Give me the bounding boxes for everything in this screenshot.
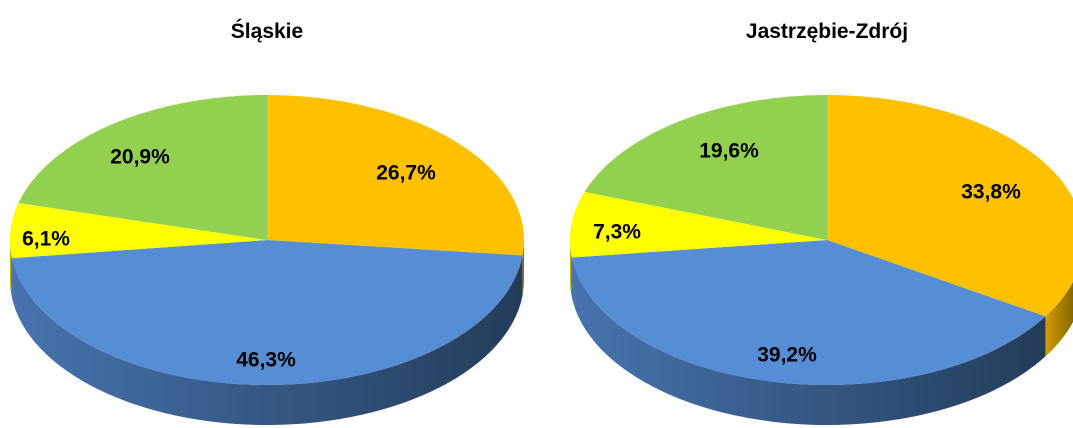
chart-title: Śląskie	[231, 19, 303, 43]
pie-slice-side	[10, 240, 13, 299]
pie-slice	[584, 95, 827, 240]
slice-data-label: 6,1%	[22, 228, 70, 251]
pie-top	[570, 95, 1073, 385]
pie-slice-side	[12, 255, 523, 425]
pie-top	[9, 94, 524, 385]
pie-sides	[570, 240, 1073, 426]
pie-slice-side	[570, 240, 572, 298]
slice-data-label: 33,8%	[961, 181, 1021, 204]
pie-slice-side	[1045, 281, 1073, 357]
pie-slice	[570, 191, 827, 258]
pie-slice	[267, 95, 524, 256]
pie-sides	[10, 240, 524, 425]
pie-slice	[18, 94, 267, 240]
chart-slaskie: Śląskie 26,7% 46,3% 6,1% 20,9%	[9, 19, 524, 425]
pie-slice	[9, 203, 267, 259]
chart-title: Jastrzębie-Zdrój	[746, 20, 908, 43]
chart-jastrzebie-zdroj: Jastrzębie-Zdrój 33,8% 39,2% 7,3% 19,6%	[570, 20, 1073, 426]
slice-data-label: 7,3%	[593, 221, 641, 244]
pie-slice	[571, 240, 1046, 385]
slice-data-label: 26,7%	[376, 162, 436, 185]
pie-slice	[827, 95, 1073, 317]
pie-slice-side	[522, 240, 524, 296]
slice-data-label: 19,6%	[699, 140, 759, 163]
slice-data-label: 20,9%	[110, 146, 170, 169]
slice-data-label: 39,2%	[757, 344, 817, 367]
pie-slice-side	[571, 257, 1046, 426]
pie-slice	[12, 240, 523, 385]
slice-data-label: 46,3%	[236, 349, 296, 372]
